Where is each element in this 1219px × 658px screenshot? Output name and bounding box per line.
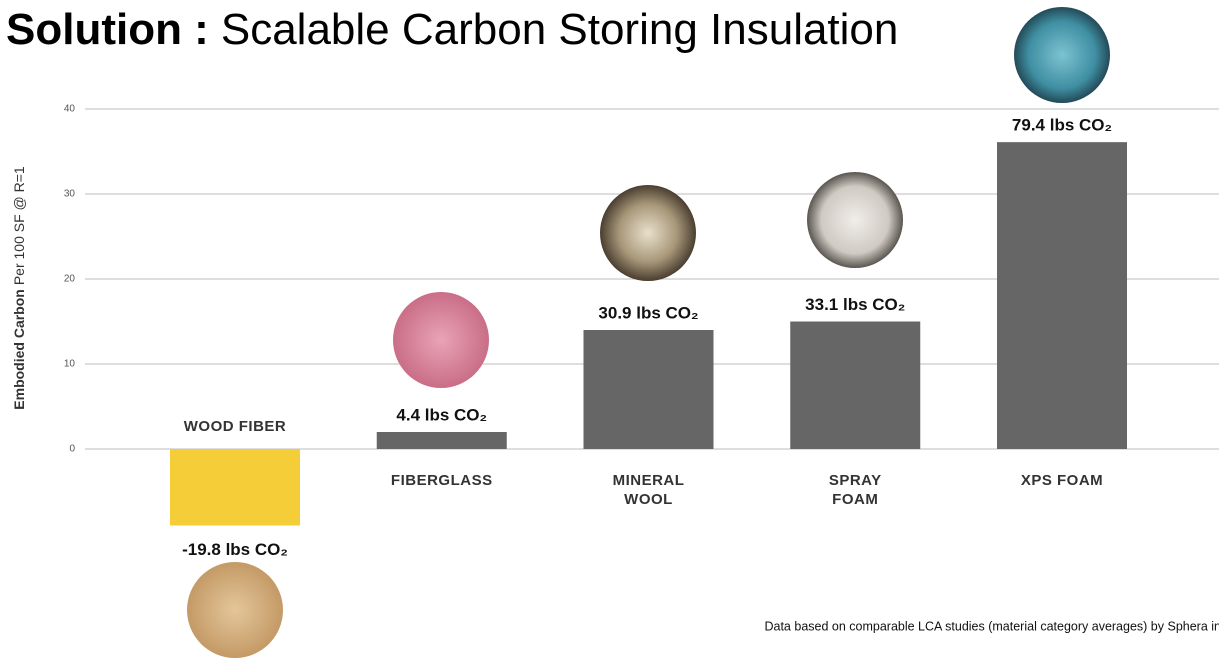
x-tick-label-line: WOOL (624, 491, 673, 508)
chart-title: Solution : Scalable Carbon Storing Insula… (6, 5, 898, 54)
value-label: 33.1 lbs CO₂ (805, 295, 905, 314)
bar (170, 449, 300, 526)
y-tick-label: 10 (64, 359, 76, 370)
photo-fiberglass (393, 292, 489, 388)
title-bold: Solution : (6, 5, 209, 54)
y-axis-label: Embodied Carbon Per 100 SF @ R=1 (11, 166, 27, 410)
value-label: 79.4 lbs CO₂ (1012, 116, 1112, 135)
x-tick-label-line: SPRAY (829, 472, 882, 489)
value-label: 30.9 lbs CO₂ (598, 303, 698, 322)
bar (583, 330, 714, 449)
title-rest: Scalable Carbon Storing Insulation (221, 5, 899, 54)
x-tick-label-line: MINERAL (613, 472, 685, 489)
y-axis-label-rest: Per 100 SF @ R=1 (11, 166, 27, 285)
photo-spray-foam (807, 172, 903, 268)
bar (376, 432, 507, 449)
x-tick-label: FIBERGLASS (391, 472, 493, 489)
y-tick-label: 20 (64, 274, 76, 285)
x-tick-label: XPS FOAM (1021, 472, 1103, 489)
photo-xps-foam (1014, 7, 1110, 103)
footnote: Data based on comparable LCA studies (ma… (764, 619, 1219, 633)
x-tick-label: MINERAL WOOL (613, 472, 685, 508)
x-tick-label-line: FOAM (832, 491, 878, 508)
y-axis-label-bold: Embodied Carbon (11, 289, 27, 410)
photo-mineral-wool (600, 185, 696, 281)
bar (997, 142, 1127, 449)
y-tick-label: 30 (64, 189, 76, 200)
y-tick-label: 0 (69, 444, 75, 455)
value-label: -19.8 lbs CO₂ (182, 540, 288, 559)
photo-wood-fiber (187, 562, 283, 658)
photos (187, 7, 1110, 658)
y-tick-label: 40 (64, 104, 76, 115)
x-tick-label: SPRAY FOAM (829, 472, 882, 508)
bar (790, 321, 921, 449)
x-tick-label: WOOD FIBER (184, 418, 287, 435)
value-label: 4.4 lbs CO₂ (396, 405, 487, 424)
